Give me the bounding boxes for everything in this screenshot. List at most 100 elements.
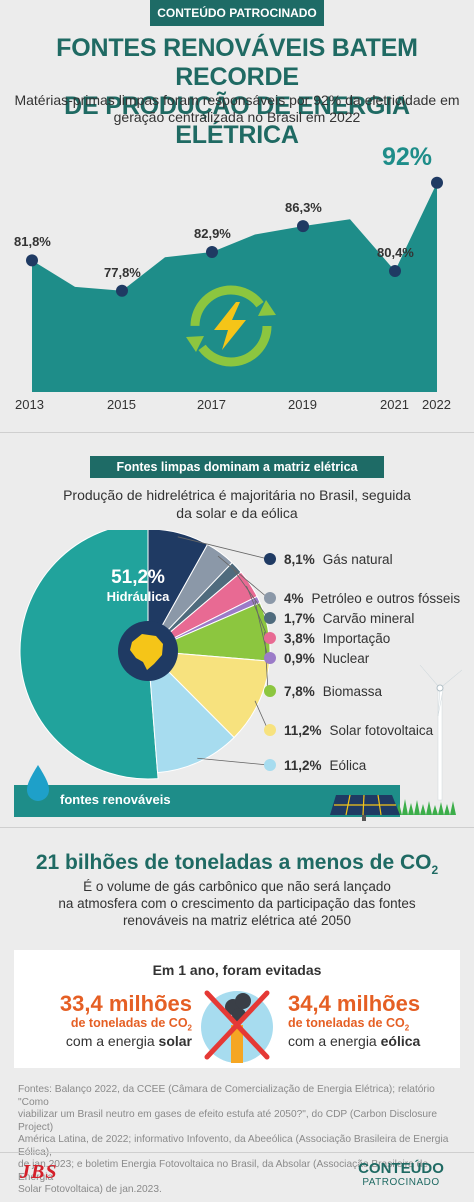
wind-avoided-block: 34,4 milhões de toneladas de CO2 com a e…	[288, 992, 458, 1049]
legend-value: 4%	[284, 590, 304, 606]
x-tick-label: 2017	[197, 397, 226, 412]
data-point	[297, 220, 309, 233]
hydro-value: 51,2%	[111, 567, 165, 588]
data-point	[389, 264, 401, 277]
x-tick-label: 2022	[422, 397, 451, 412]
legend-label: Petróleo e outros fósseis	[311, 590, 461, 606]
solar-source: solar	[158, 1032, 192, 1049]
legend-label: Importação	[322, 630, 391, 646]
legend-label: Solar fotovoltaica	[329, 722, 434, 738]
x-tick-label: 2013	[15, 397, 44, 412]
leader-line	[177, 536, 269, 560]
legend-swatch	[264, 685, 276, 697]
legend-item: 7,8% Biomassa	[264, 682, 382, 700]
wind-source: eólica	[380, 1032, 421, 1049]
x-tick-label: 2019	[288, 397, 317, 412]
legend-swatch	[264, 592, 276, 604]
legend-swatch	[264, 652, 276, 664]
area-chart	[26, 176, 443, 392]
avoided-title: Em 1 ano, foram evitadas	[152, 962, 322, 978]
jbs-logo: JBS	[20, 1161, 58, 1183]
footer-brand-line-2: PATROCINADO	[362, 1177, 440, 1188]
solar-unit: de toneladas de CO2	[22, 1016, 192, 1033]
pie-section-title: Fontes limpas dominam a matriz elétrica	[90, 456, 384, 478]
x-tick-label: 2015	[107, 397, 136, 412]
wind-turbine-icon	[419, 664, 463, 801]
data-label: 81,8%	[14, 234, 51, 250]
sources-line-4: de jan.2023; e boletim Energia Fotovolta…	[18, 1159, 428, 1183]
legend-value: 8,1%	[284, 551, 315, 567]
data-label: 82,9%	[194, 225, 231, 241]
legend-item: 11,2% Solar fotovoltaica	[264, 721, 433, 739]
pie-slice	[19, 530, 159, 780]
legend-label: Carvão mineral	[322, 610, 415, 626]
data-point	[206, 245, 218, 258]
footer-brand-line-1: CONTEÚDO	[358, 1160, 444, 1177]
legend-value: 1,7%	[284, 610, 315, 626]
legend-swatch	[264, 553, 276, 565]
pie-subtitle-line-1: Produção de hidrelétrica é majoritária n…	[63, 487, 411, 503]
title-line-1: FONTES RENOVÁVEIS BATEM RECORDE	[56, 34, 418, 91]
legend-label: Biomassa	[322, 683, 383, 699]
leader-line	[197, 757, 269, 766]
subtitle-line-1: Matérias-primas limpas foram responsávei…	[14, 92, 460, 108]
pie-slice	[147, 649, 235, 774]
grass-decoration	[390, 799, 456, 815]
renewables-label: fontes renováveis	[60, 792, 171, 807]
co2-headline-text: 21 bilhões de toneladas a menos de CO	[35, 851, 432, 874]
solar-amount: 33,4 milhões	[59, 991, 192, 1016]
leader-line	[217, 555, 269, 599]
data-point	[431, 176, 443, 189]
legend-swatch	[264, 759, 276, 771]
wind-unit: de toneladas de CO2	[288, 1016, 458, 1033]
data-point	[116, 284, 128, 297]
sources-line-2: viabilizar um Brasil neutro em gases de …	[18, 1109, 438, 1133]
legend-item: 11,2% Eólica	[264, 756, 366, 774]
data-point	[26, 254, 38, 267]
pie-chart	[19, 530, 463, 821]
legend-label: Nuclear	[322, 650, 370, 666]
wind-caption-text: com a energia	[288, 1032, 381, 1049]
legend-value: 7,8%	[284, 683, 315, 699]
solar-caption: com a energia solar	[22, 1033, 192, 1049]
co2-description: É o volume de gás carbônico que não será…	[30, 878, 444, 929]
title-line-2: DE PRODUÇÃO DE ENERGIA ELÉTRICA	[64, 92, 410, 149]
sponsored-content-logo: CONTEÚDO PATROCINADO	[340, 1160, 462, 1188]
data-label: 86,3%	[285, 200, 322, 216]
solar-unit-text: de toneladas de CO	[70, 1016, 188, 1030]
recycle-energy-icon	[186, 285, 276, 367]
wind-unit-text: de toneladas de CO	[288, 1016, 405, 1030]
wind-amount: 34,4 milhões	[288, 991, 421, 1016]
sponsored-banner: CONTEÚDO PATROCINADO	[150, 0, 324, 26]
legend-item: 3,8% Importação	[264, 629, 390, 647]
legend-swatch	[264, 724, 276, 736]
data-label: 80,4%	[377, 244, 414, 260]
solar-panel-icon	[330, 794, 400, 821]
pie-slice	[146, 650, 271, 739]
legend-value: 11,2%	[284, 722, 322, 738]
wind-caption: com a energia eólica	[288, 1033, 458, 1049]
wind-unit-subscript: 2	[404, 1023, 410, 1033]
hydro-name: Hidráulica	[106, 589, 170, 604]
legend-label: Gás natural	[322, 551, 393, 567]
pie-subtitle: Produção de hidrelétrica é majoritária n…	[40, 486, 434, 522]
legend-label: Eólica	[329, 757, 367, 773]
legend-swatch	[264, 612, 276, 624]
section-divider	[0, 432, 474, 433]
sources-line-1: Fontes: Balanço 2022, da CCEE (Câmara de…	[18, 1084, 435, 1108]
legend-item: 1,7% Carvão mineral	[264, 609, 414, 627]
legend-value: 3,8%	[284, 630, 315, 646]
co2-text-line-1: É o volume de gás carbônico que não será…	[83, 879, 391, 894]
legend-item: 0,9% Nuclear	[264, 649, 369, 667]
sources-line-5: Solar Fotovoltaica) de jan.2023.	[18, 1184, 162, 1195]
solar-caption-text: com a energia	[65, 1032, 159, 1049]
leader-line	[233, 569, 269, 619]
subtitle-line-2: geração centralizada no Brasil em 2022	[113, 109, 361, 125]
co2-text-line-3: renováveis na matriz elétrica até 2050	[122, 913, 352, 928]
solar-unit-subscript: 2	[187, 1023, 192, 1033]
co2-headline: 21 bilhões de toneladas a menos de CO2	[0, 851, 474, 882]
section-divider-2	[0, 827, 474, 828]
co2-headline-subscript: 2	[431, 863, 439, 878]
legend-value: 11,2%	[284, 757, 322, 773]
brazil-map-icon	[130, 634, 163, 670]
